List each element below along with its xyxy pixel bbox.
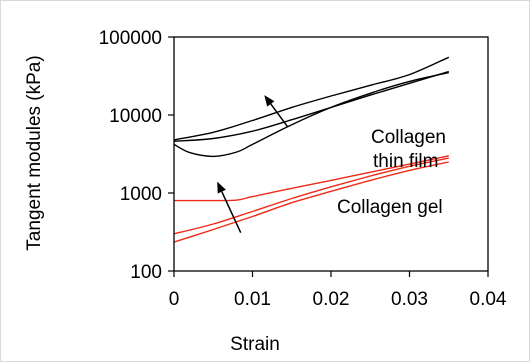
y-tick-label: 1000 (120, 184, 162, 205)
series-line-film-2 (173, 70, 450, 142)
x-tick-label: 0.01 (234, 289, 271, 310)
annotation-collagen-thin-film-line2: thin film (373, 151, 438, 172)
series-line-gel-5 (173, 157, 449, 235)
arrow-shaft-1 (270, 103, 289, 128)
arrow-head-1 (264, 95, 275, 107)
x-tick-label: 0.04 (470, 289, 507, 310)
annotation-collagen-thin-film-line1: Collagen (371, 127, 446, 148)
x-tick-label: 0 (169, 289, 180, 310)
x-tick-label: 0.02 (313, 289, 350, 310)
annotation-collagen-gel: Collagen gel (337, 197, 443, 218)
y-tick-label: 100 (130, 262, 162, 283)
plot-area-border (173, 36, 489, 272)
ticks-layer: 0 0.01 0.02 0.03 0.04 100 1000 10000 100000 (99, 28, 507, 310)
y-tick-label: 100000 (99, 28, 162, 49)
series-line-gel-6 (173, 161, 449, 243)
x-tick-label: 0.03 (391, 289, 428, 310)
y-axis-title: Tangent modules (kPa) (24, 55, 45, 250)
series-line-gel-4 (173, 155, 449, 202)
axes-layer (173, 36, 489, 272)
arrows-layer (217, 95, 289, 233)
y-tick-label: 10000 (109, 106, 162, 127)
arrow-shaft-2 (221, 191, 242, 233)
series-line-film-3 (173, 71, 449, 158)
arrow-head-2 (217, 181, 226, 194)
curves-layer (173, 56, 450, 243)
series-line-film-1 (173, 56, 450, 141)
x-axis-title: Strain (230, 334, 280, 355)
